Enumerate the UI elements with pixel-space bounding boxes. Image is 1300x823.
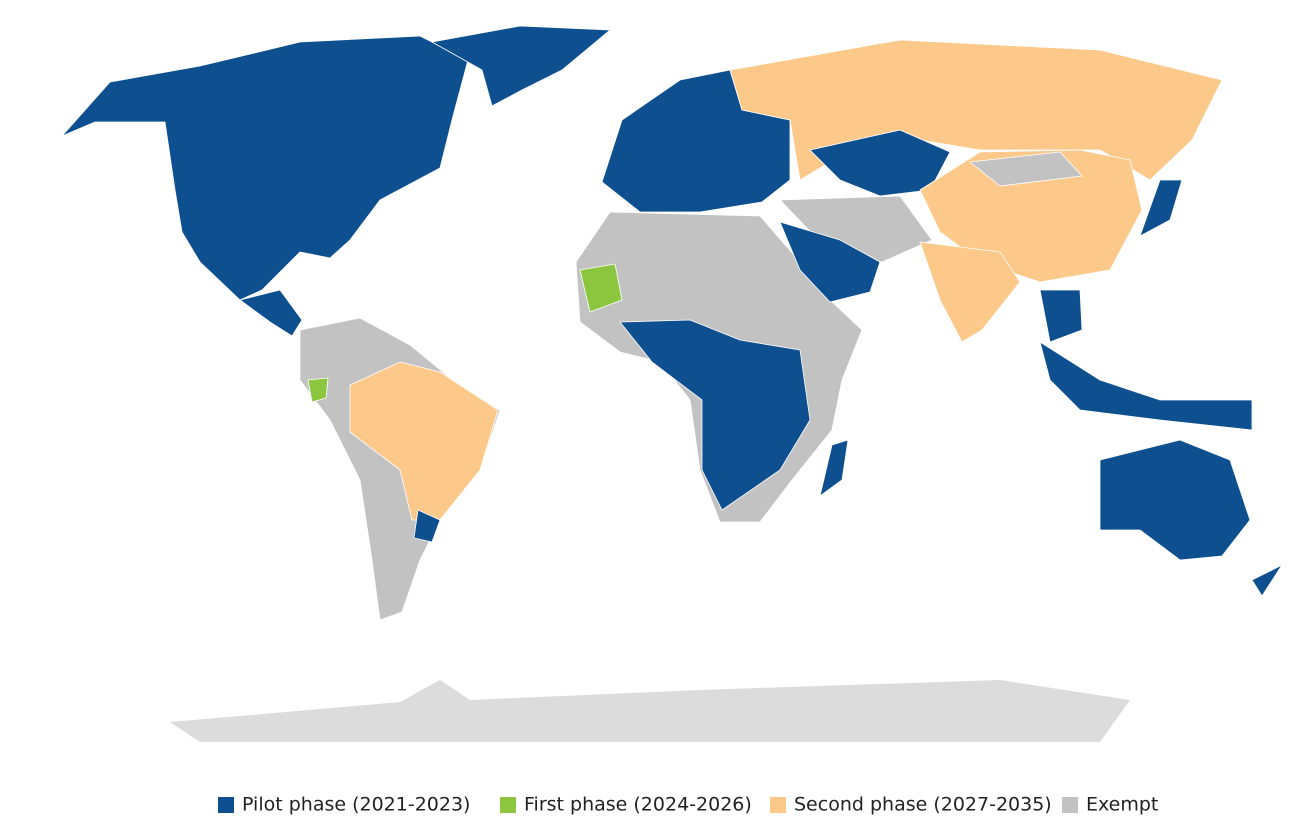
- legend-swatch: [218, 797, 234, 813]
- region: [819, 439, 849, 497]
- region: [349, 361, 499, 521]
- legend-label: Pilot phase (2021-2023): [242, 794, 470, 816]
- region: [1099, 439, 1251, 561]
- region: [1039, 289, 1083, 343]
- regions: [61, 25, 1283, 742]
- region: [1139, 179, 1183, 237]
- region: [413, 509, 441, 543]
- region: [579, 263, 623, 313]
- legend: Pilot phase (2021-2023) First phase (2024…: [218, 794, 1158, 816]
- legend-label: Second phase (2027-2035): [794, 794, 1052, 816]
- region: [307, 377, 329, 403]
- legend-swatch: [770, 797, 786, 813]
- region: [969, 151, 1083, 187]
- legend-swatch: [1062, 797, 1078, 813]
- region: [1039, 341, 1253, 431]
- legend-label: First phase (2024-2026): [524, 794, 752, 816]
- region: [619, 319, 811, 511]
- region: [61, 35, 469, 301]
- region: [779, 221, 881, 303]
- legend-swatch: [500, 797, 516, 813]
- region: [431, 25, 611, 107]
- region: [1251, 564, 1283, 597]
- legend-label: Exempt: [1086, 794, 1158, 816]
- region: [919, 241, 1021, 343]
- region: [239, 289, 303, 337]
- antarctica: [170, 680, 1130, 742]
